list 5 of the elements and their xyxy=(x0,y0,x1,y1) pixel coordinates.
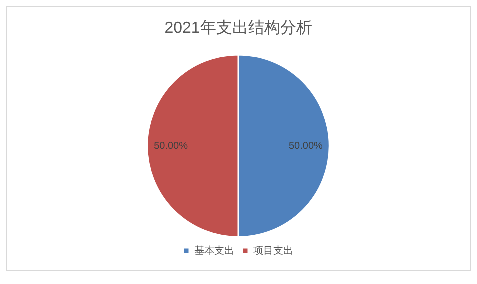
data-label: 50.00% xyxy=(154,140,188,152)
legend-label: 项目支出 xyxy=(254,244,294,257)
legend-label: 基本支出 xyxy=(194,244,234,257)
chart-title: 2021年支出结构分析 xyxy=(164,19,312,38)
data-label: 50.00% xyxy=(288,140,324,152)
